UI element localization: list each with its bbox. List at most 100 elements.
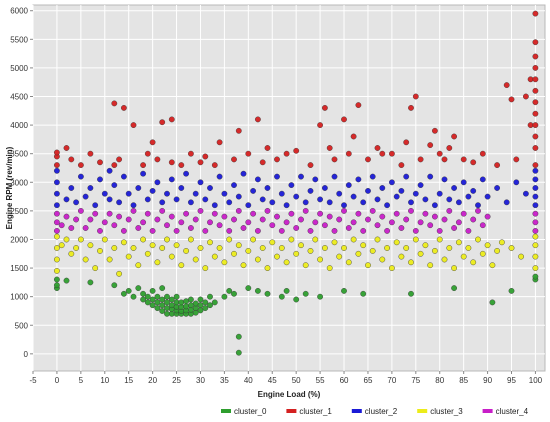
cluster_2-point (503, 199, 510, 206)
cluster_4-point (183, 210, 190, 217)
cluster_2-point (446, 196, 453, 203)
cluster_2-point (326, 199, 333, 206)
cluster_4-point (87, 216, 94, 223)
y-tick-label: 2000 (10, 235, 28, 244)
cluster_3-point (350, 236, 357, 243)
cluster_1-point (140, 162, 147, 169)
cluster_3-point (111, 245, 118, 251)
cluster_4-point (135, 225, 142, 231)
cluster_1-point (54, 149, 60, 156)
cluster_0-point (144, 299, 151, 306)
cluster_3-point (278, 245, 285, 251)
cluster_0-point (168, 302, 175, 309)
cluster_2-point (240, 170, 247, 177)
cluster_1-point (111, 162, 118, 169)
cluster_2-point (355, 176, 362, 183)
cluster_1-point (532, 87, 539, 94)
cluster_1-point (111, 100, 118, 107)
cluster_1-legend-swatch (286, 409, 297, 413)
cluster_1-point (345, 150, 352, 157)
cluster_3-point (106, 256, 113, 263)
x-tick-label: 70 (387, 376, 396, 385)
cluster_1-point (78, 162, 84, 169)
cluster_0-point (164, 305, 170, 311)
cluster_1-point (532, 39, 539, 46)
cluster_3-point (317, 256, 323, 263)
cluster_4-point (154, 216, 161, 223)
cluster_4-point (307, 227, 314, 234)
x-tick-label: 80 (435, 376, 444, 385)
plot-area (32, 4, 546, 372)
cluster_0-point (154, 305, 161, 311)
cluster_2-point (178, 185, 185, 191)
cluster_2-point (54, 202, 60, 209)
cluster_0-point (54, 282, 60, 289)
cluster_4-point (54, 227, 60, 234)
cluster_1-point (513, 156, 520, 163)
cluster_0-point (408, 290, 414, 297)
cluster_1-legend-label: cluster_1 (299, 407, 332, 416)
cluster_0-point (197, 302, 204, 309)
cluster_4-point (317, 210, 323, 217)
cluster_2-point (149, 187, 156, 194)
cluster_2-point (106, 167, 113, 174)
cluster_3-point (393, 239, 400, 246)
cluster_4-point (398, 225, 405, 231)
x-tick-label: 100 (529, 376, 543, 385)
y-tick-label: 5000 (10, 64, 28, 73)
cluster_2-point (111, 182, 118, 189)
cluster_1-point (211, 162, 218, 169)
cluster_1-point (159, 119, 166, 126)
cluster_4-point (78, 207, 84, 214)
cluster_2-point (250, 187, 257, 194)
x-axis-title: Engine Load (%) (258, 390, 321, 399)
cluster_2-point (431, 202, 438, 209)
cluster_1-point (532, 145, 539, 151)
cluster_2-point (259, 196, 266, 203)
cluster_1-point (116, 156, 123, 163)
x-tick-label: 45 (268, 376, 277, 385)
cluster_0-point (144, 293, 151, 300)
cluster_4-point (159, 207, 166, 214)
cluster_2-point (321, 185, 328, 191)
cluster_0-point (173, 293, 180, 300)
x-tick-label: 90 (483, 376, 492, 385)
cluster_3-point (532, 265, 539, 271)
cluster_3-point (518, 253, 524, 260)
cluster_3-point (455, 239, 462, 246)
cluster_2-point (226, 199, 233, 206)
cluster_1-point (341, 116, 347, 123)
cluster_0-point (159, 296, 166, 303)
cluster_3-point (388, 265, 395, 271)
cluster_0-point (183, 303, 190, 310)
x-tick-label: 35 (220, 376, 229, 385)
cluster_0-point (341, 287, 347, 294)
y-tick-label: 5500 (10, 35, 28, 44)
cluster_4-point (427, 222, 434, 229)
cluster_1-point (408, 105, 414, 111)
cluster_1-point (87, 150, 94, 157)
cluster_3-point (54, 245, 60, 251)
x-tick-label: 25 (172, 376, 181, 385)
cluster_3-legend-label: cluster_3 (430, 407, 463, 416)
cluster_0-point (130, 293, 137, 300)
cluster_2-point (245, 202, 252, 209)
cluster_4-point (211, 210, 218, 217)
cluster_2-point (116, 199, 123, 206)
cluster_1-point (532, 122, 539, 129)
cluster_3-point (288, 236, 295, 243)
cluster_3-point (159, 245, 166, 251)
cluster_1-point (388, 150, 395, 157)
cluster_2-point (202, 196, 209, 203)
cluster_4-point (403, 216, 410, 223)
cluster_4-point (436, 227, 443, 234)
cluster_0-point (207, 302, 213, 309)
cluster_0-point (135, 285, 142, 291)
cluster_2-point (532, 193, 539, 200)
cluster_2-point (479, 176, 486, 183)
cluster_3-point (121, 239, 127, 246)
cluster_3-point (58, 242, 65, 249)
cluster_2-point (298, 173, 304, 180)
cluster_4-point (235, 207, 242, 214)
cluster_2-point (283, 202, 290, 209)
